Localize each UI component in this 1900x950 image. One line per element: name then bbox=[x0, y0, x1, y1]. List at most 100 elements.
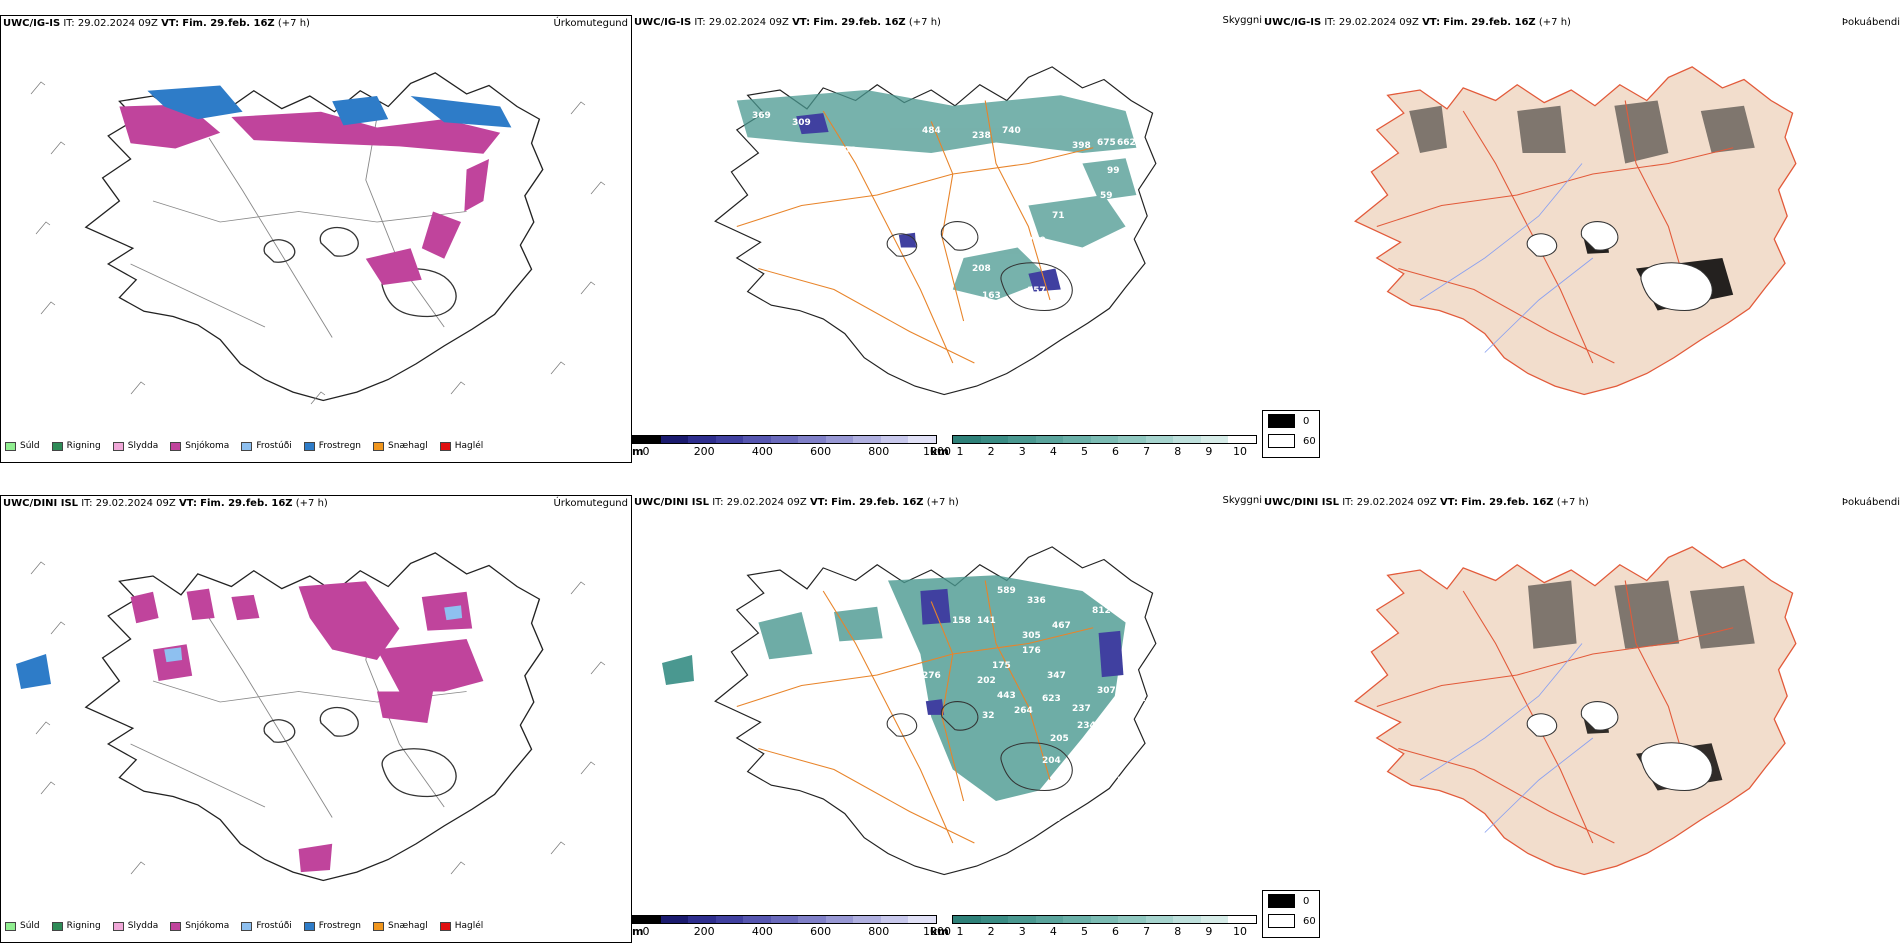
vis-value-label: 163 bbox=[982, 291, 1001, 301]
vis-value-label: 467 bbox=[1052, 621, 1071, 631]
legend-label: Rigning bbox=[66, 441, 101, 451]
legend-swatch bbox=[51, 921, 63, 931]
scale-tick: 2 bbox=[987, 925, 995, 938]
scale-tick: 5 bbox=[1080, 445, 1088, 458]
scale-swatch bbox=[1200, 916, 1229, 923]
panel-title: UWC/DINI ISL IT: 29.02.2024 09Z VT: Fim.… bbox=[3, 498, 328, 509]
vis-value-label: 237 bbox=[1072, 704, 1091, 714]
scale-tick: 7 bbox=[1143, 925, 1151, 938]
precip-legend: Súld Rigning Slydda Snjókoma Frostúði Frostre… bbox=[5, 921, 495, 931]
vis-value-label: 812 bbox=[1092, 606, 1111, 616]
legend-item: Slydda bbox=[112, 441, 159, 451]
legend-label: Slydda bbox=[127, 441, 159, 451]
legend-label: Haglél bbox=[454, 921, 484, 931]
scale-tick: 800 bbox=[868, 445, 890, 458]
vis-value-label: 202 bbox=[977, 676, 996, 686]
scale-tick: 4 bbox=[1049, 445, 1057, 458]
scale-swatch bbox=[633, 916, 661, 923]
scale-swatch bbox=[953, 916, 981, 923]
panel-name: Skyggni bbox=[1222, 495, 1262, 506]
vis-value-label: 443 bbox=[997, 691, 1016, 701]
scale-tick: 8 bbox=[1174, 925, 1182, 938]
fog-legend-swatch bbox=[1268, 414, 1295, 428]
vis-value-label: 309 bbox=[792, 118, 811, 128]
scale-swatch bbox=[1118, 436, 1146, 443]
vis-value-label: 336 bbox=[1027, 596, 1046, 606]
vis-value-label: 128 bbox=[957, 796, 976, 806]
scale-tick: 400 bbox=[751, 925, 773, 938]
legend-item: Súld bbox=[5, 921, 40, 931]
vis-value-label: 59 bbox=[1100, 191, 1113, 201]
vis-scale-km: km 1 2 3 4 5 6 7 8 9 10 bbox=[930, 915, 1257, 938]
vis-value-label: 265 bbox=[837, 701, 856, 711]
scale-tick: 8 bbox=[1174, 445, 1182, 458]
scale-swatch bbox=[743, 916, 771, 923]
scale-swatch bbox=[770, 916, 799, 923]
vis-value-label: 205 bbox=[1050, 734, 1069, 744]
legend-swatch bbox=[439, 441, 451, 451]
vis-value-label: 589 bbox=[997, 586, 1016, 596]
legend-item: Frostúði bbox=[241, 921, 292, 931]
scale-tick: 800 bbox=[868, 925, 890, 938]
scale-swatch bbox=[1228, 916, 1257, 923]
scale-swatch bbox=[880, 916, 909, 923]
precip-legend: Súld Rigning Slydda Snjókoma Frostúði Frostre… bbox=[5, 441, 495, 451]
vis-value-label: 276 bbox=[922, 671, 941, 681]
fog-legend-label: 60 bbox=[1303, 915, 1316, 927]
legend-swatch bbox=[51, 441, 63, 451]
legend-item: Rigning bbox=[51, 921, 101, 931]
scale-swatch bbox=[1118, 916, 1146, 923]
scale-tick: 200 bbox=[693, 445, 715, 458]
fog-map bbox=[1354, 546, 1797, 876]
vis-value-label: 305 bbox=[1022, 631, 1041, 641]
panel-name: Úrkomutegund bbox=[553, 18, 628, 29]
vis-value-label: 71 bbox=[1052, 211, 1065, 221]
fog-legend: 0 60 bbox=[1262, 890, 1320, 938]
vis-value-label: 236 bbox=[1107, 756, 1126, 766]
scale-swatch bbox=[980, 436, 1009, 443]
scale-tick: 6 bbox=[1112, 445, 1120, 458]
scale-swatch bbox=[715, 916, 744, 923]
scale-tick: 10 bbox=[1233, 445, 1247, 458]
vis-value-label: 675 bbox=[1097, 138, 1116, 148]
unit-label: m bbox=[632, 925, 644, 938]
vis-value-label: 398 bbox=[1072, 141, 1091, 151]
scale-tick: 2 bbox=[987, 445, 995, 458]
scale-swatch bbox=[633, 436, 661, 443]
legend-swatch bbox=[373, 441, 385, 451]
scale-tick: 3 bbox=[1018, 925, 1026, 938]
scale-swatch bbox=[1228, 436, 1257, 443]
scale-swatch bbox=[743, 436, 771, 443]
vis-value-label: 234 bbox=[1077, 721, 1096, 731]
precip-map bbox=[16, 552, 606, 882]
fog-legend-label: 0 bbox=[1303, 415, 1310, 427]
vis-scale-m: m 0 200 400 600 800 1000 bbox=[632, 915, 951, 938]
vis-panel-row1: UWC/IG-IS IT: 29.02.2024 09Z VT: Fim. 29… bbox=[632, 15, 1262, 463]
scale-swatch bbox=[1173, 916, 1201, 923]
scale-swatch bbox=[1145, 916, 1174, 923]
vis-value-label: 184 bbox=[1007, 804, 1026, 814]
vis-value-label: 175 bbox=[992, 661, 1011, 671]
unit-label: km bbox=[930, 925, 949, 938]
vis-value-label: 492 bbox=[852, 686, 871, 696]
legend-label: Frostúði bbox=[256, 921, 292, 931]
vis-value-label: 602 bbox=[1127, 694, 1146, 704]
vis-value-label: 230 bbox=[1027, 236, 1046, 246]
legend-label: Súld bbox=[20, 441, 40, 451]
scale-swatch bbox=[1200, 436, 1229, 443]
scale-swatch bbox=[1063, 436, 1091, 443]
panel-title: UWC/IG-IS IT: 29.02.2024 09Z VT: Fim. 29… bbox=[634, 17, 941, 28]
scale-swatch bbox=[853, 436, 881, 443]
scale-swatch bbox=[908, 436, 937, 443]
vis-value-label: 176 bbox=[1022, 646, 1041, 656]
legend-swatch bbox=[5, 921, 16, 931]
unit-label: km bbox=[930, 445, 949, 458]
vis-value-label: 158 bbox=[952, 616, 971, 626]
legend-item: Frostregn bbox=[303, 921, 361, 931]
scale-swatch bbox=[880, 436, 909, 443]
legend-label: Frostúði bbox=[256, 441, 292, 451]
legend-label: Slydda bbox=[127, 921, 159, 931]
scale-tick: 6 bbox=[1112, 925, 1120, 938]
panel-title: UWC/IG-IS IT: 29.02.2024 09Z VT: Fim. 29… bbox=[3, 18, 310, 29]
vis-value-label: 307 bbox=[1097, 686, 1116, 696]
